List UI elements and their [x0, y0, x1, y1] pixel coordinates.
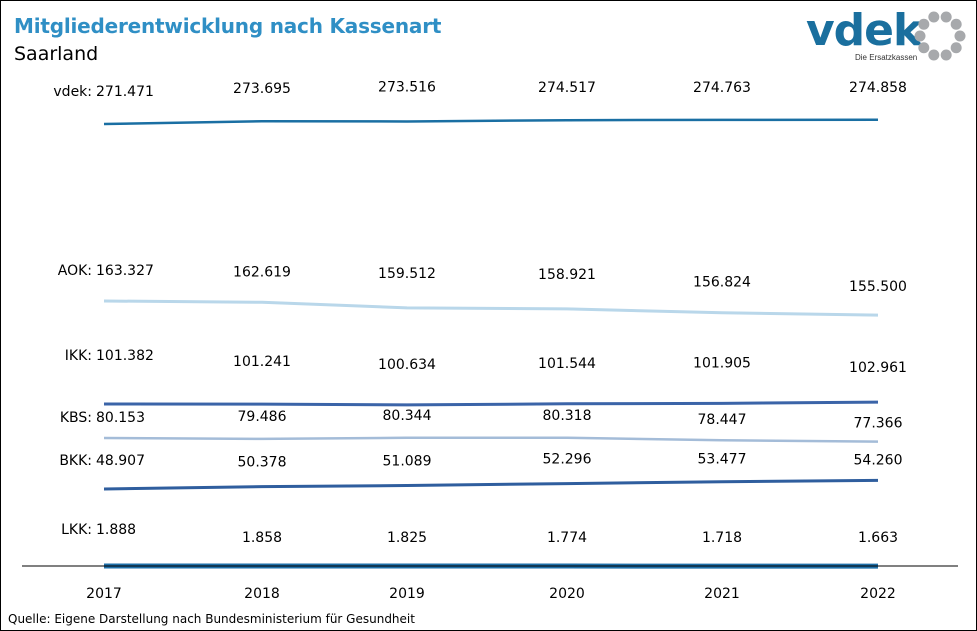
data-label: 77.366 — [854, 416, 903, 432]
series-name-label: BKK: — [59, 453, 92, 469]
x-tick-label: 2021 — [704, 586, 740, 602]
data-label: 1.718 — [702, 530, 742, 546]
series-line-ikk — [103, 400, 879, 407]
vdek-logo-tagline: Die Ersatzkassen — [855, 53, 918, 62]
chart-subtitle: Saarland — [14, 43, 99, 65]
x-tick-label: 2022 — [860, 586, 896, 602]
data-label: 159.512 — [378, 266, 436, 282]
data-label: 162.619 — [233, 264, 291, 280]
data-label: 78.447 — [698, 412, 747, 428]
x-tick-label: 2019 — [389, 586, 425, 602]
data-label: 155.500 — [849, 279, 907, 295]
data-label: 1.858 — [242, 530, 282, 546]
data-label: 163.327 — [96, 263, 154, 279]
data-label: 273.695 — [233, 81, 291, 97]
data-label: 48.907 — [96, 453, 145, 469]
vdek-logo: vdek — [806, 5, 922, 56]
data-label: 51.089 — [383, 454, 432, 470]
data-label: 273.516 — [378, 79, 436, 95]
series-name-label: LKK: — [61, 522, 92, 538]
data-label: 1.774 — [547, 530, 587, 546]
series-line-aok — [103, 299, 879, 317]
data-label: 102.961 — [849, 360, 907, 376]
ring-dot — [940, 49, 952, 61]
series-line-vdek — [103, 118, 879, 126]
data-label: 52.296 — [543, 452, 592, 468]
data-label: 53.477 — [698, 452, 747, 468]
ring-dot — [918, 18, 930, 30]
data-label: 274.517 — [538, 80, 596, 96]
ring-dot — [940, 11, 952, 23]
ring-dot — [928, 11, 940, 23]
data-label: 274.763 — [693, 80, 751, 96]
ring-dot — [954, 30, 966, 42]
data-label: 79.486 — [238, 409, 287, 425]
data-label: 158.921 — [538, 267, 596, 283]
ring-dot — [928, 49, 940, 61]
series-line-bkk — [103, 478, 879, 491]
data-label: 100.634 — [378, 357, 436, 373]
data-label: 80.318 — [543, 408, 592, 424]
source-note: Quelle: Eigene Darstellung nach Bundesmi… — [8, 612, 415, 626]
series-name-label: AOK: — [58, 263, 92, 279]
ring-dot — [950, 42, 962, 54]
data-label: 101.544 — [538, 356, 596, 372]
data-label: 274.858 — [849, 80, 907, 96]
data-label: 80.344 — [383, 408, 432, 424]
ring-dot — [918, 42, 930, 54]
chart-title: Mitgliederentwicklung nach Kassenart — [14, 14, 442, 38]
data-label: 101.241 — [233, 354, 291, 370]
data-label: 1.888 — [96, 522, 136, 538]
series-name-label: vdek: — [53, 84, 92, 100]
data-label: 1.825 — [387, 530, 427, 546]
x-tick-label: 2020 — [549, 586, 585, 602]
data-label: 101.905 — [693, 355, 751, 371]
data-label: 50.378 — [238, 455, 287, 471]
data-label: 156.824 — [693, 275, 751, 291]
data-label: 271.471 — [96, 84, 154, 100]
ring-dot — [914, 30, 926, 42]
series-name-label: KBS: — [60, 410, 92, 426]
series-name-label: IKK: — [65, 348, 92, 364]
ring-dot — [950, 18, 962, 30]
vdek-ring-icon — [914, 11, 966, 61]
data-label: 54.260 — [854, 452, 903, 468]
data-label: 80.153 — [96, 410, 145, 426]
x-tick-label: 2018 — [244, 586, 280, 602]
data-label: 1.663 — [858, 530, 898, 546]
series-line-kbs — [103, 436, 879, 443]
x-tick-label: 2017 — [86, 586, 122, 602]
data-label: 101.382 — [96, 348, 154, 364]
